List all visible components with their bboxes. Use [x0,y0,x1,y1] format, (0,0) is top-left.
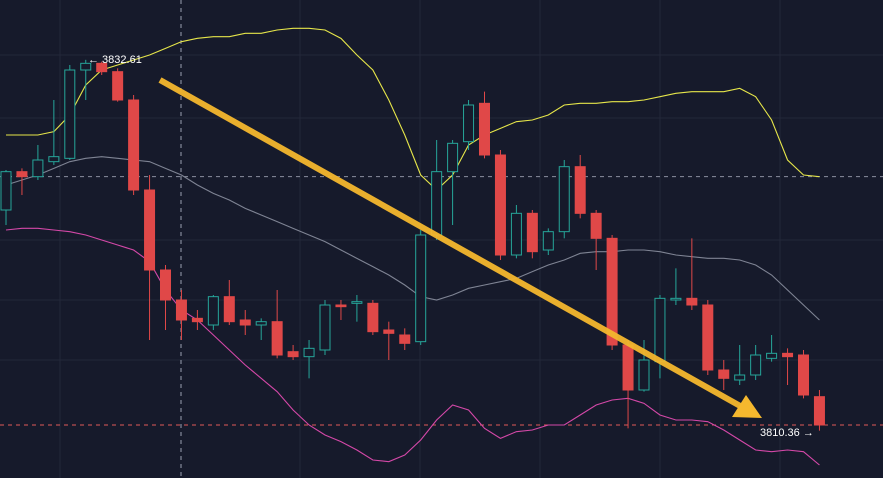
candle-body [431,171,443,236]
candle-body [128,99,140,191]
candle-body [319,304,331,351]
candle-body [0,171,12,211]
band-line [6,27,820,191]
band-line [5,227,820,466]
candle-body [48,156,60,163]
band-line [5,156,820,321]
candle-body [670,297,682,301]
candle-body [702,304,714,371]
candle-body [686,297,698,306]
candle-body [734,374,746,381]
candle-body [463,104,475,143]
candle-body [112,71,124,101]
candle-body [64,69,76,159]
candle-body [383,329,395,334]
candle-body [160,269,171,301]
candle-body [175,299,187,321]
candle-body [191,317,203,323]
candle-body [479,102,490,156]
candle-body [526,212,538,253]
candle-body [223,296,235,323]
high-label: ← 3832.61 [88,54,142,66]
candle-body [351,301,363,304]
candle-body [542,231,554,251]
candle-body [558,166,570,233]
candle-body [303,347,315,358]
candle-body [399,334,411,344]
candle-body [144,189,156,271]
plot [0,27,883,466]
candle-body [718,369,730,379]
trend-arrow [158,77,762,418]
candle-body [415,234,427,343]
low-label: 3810.36 → [760,427,814,439]
candle-body [510,212,522,256]
candle-body [271,321,283,356]
candle-body [239,319,251,326]
candle-body [207,296,219,326]
candle-body [367,302,379,333]
candle-body [32,159,44,178]
candle-body [798,354,809,396]
candle-body [766,352,778,359]
candle-body [638,359,650,391]
candle-body [606,237,618,346]
candle-body [590,212,602,239]
candle-body [255,321,267,326]
candle-body [654,297,666,363]
candle-body [447,142,459,173]
candle-body [750,354,762,376]
candle-body [782,352,794,358]
candle-body [494,154,506,256]
candle-body [80,62,92,71]
candle-body [287,351,299,358]
candle-body [622,344,634,391]
candle-body [574,166,586,214]
candle-body [813,396,825,426]
candle-body [335,304,347,308]
candle-body [96,62,108,73]
candle-body [16,171,28,178]
